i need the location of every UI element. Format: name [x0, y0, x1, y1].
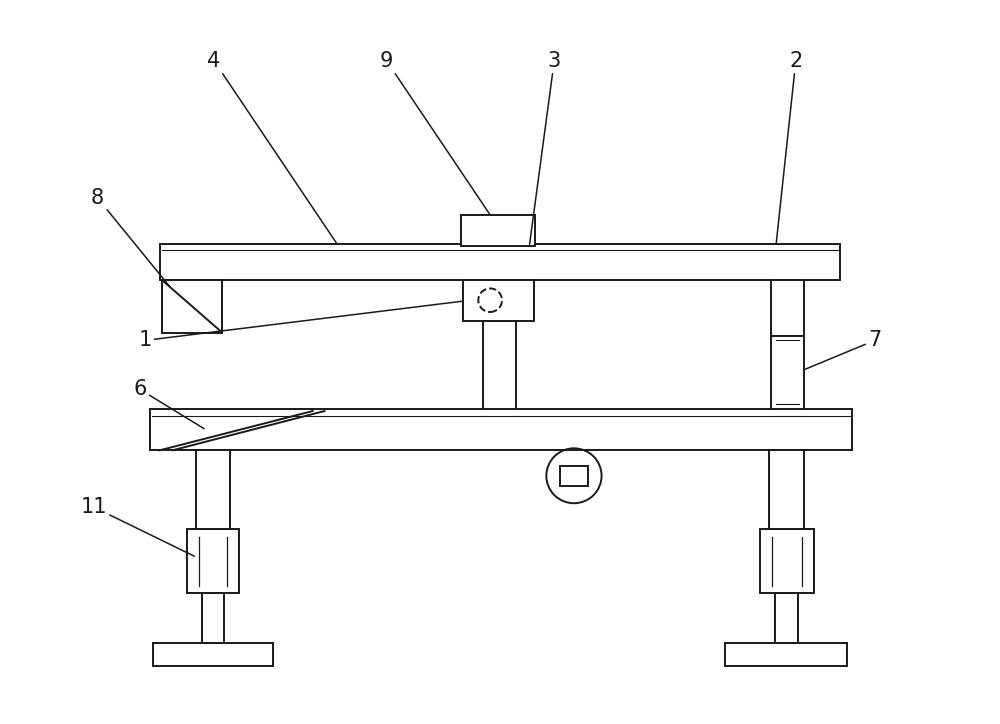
Text: 4: 4 [207, 51, 337, 244]
Text: 3: 3 [530, 51, 561, 244]
Bar [771, 279, 804, 335]
Bar [463, 279, 534, 321]
Bar [775, 594, 798, 642]
Bar [771, 335, 804, 409]
Text: 8: 8 [91, 188, 170, 287]
Bar [150, 409, 852, 450]
Text: 6: 6 [133, 379, 204, 429]
Text: 11: 11 [80, 497, 194, 556]
Text: 7: 7 [804, 330, 881, 370]
Text: 2: 2 [776, 51, 802, 244]
Bar [760, 529, 814, 594]
Bar [153, 642, 273, 666]
Bar [769, 450, 804, 529]
Text: 9: 9 [380, 51, 490, 215]
Text: 1: 1 [138, 301, 463, 350]
Bar [560, 466, 588, 486]
Bar [162, 279, 222, 332]
Bar [483, 321, 516, 411]
Bar [187, 529, 239, 594]
Bar [202, 594, 224, 642]
Bar [160, 244, 840, 279]
Bar [196, 450, 230, 529]
Bar [725, 642, 847, 666]
Bar [461, 215, 535, 246]
